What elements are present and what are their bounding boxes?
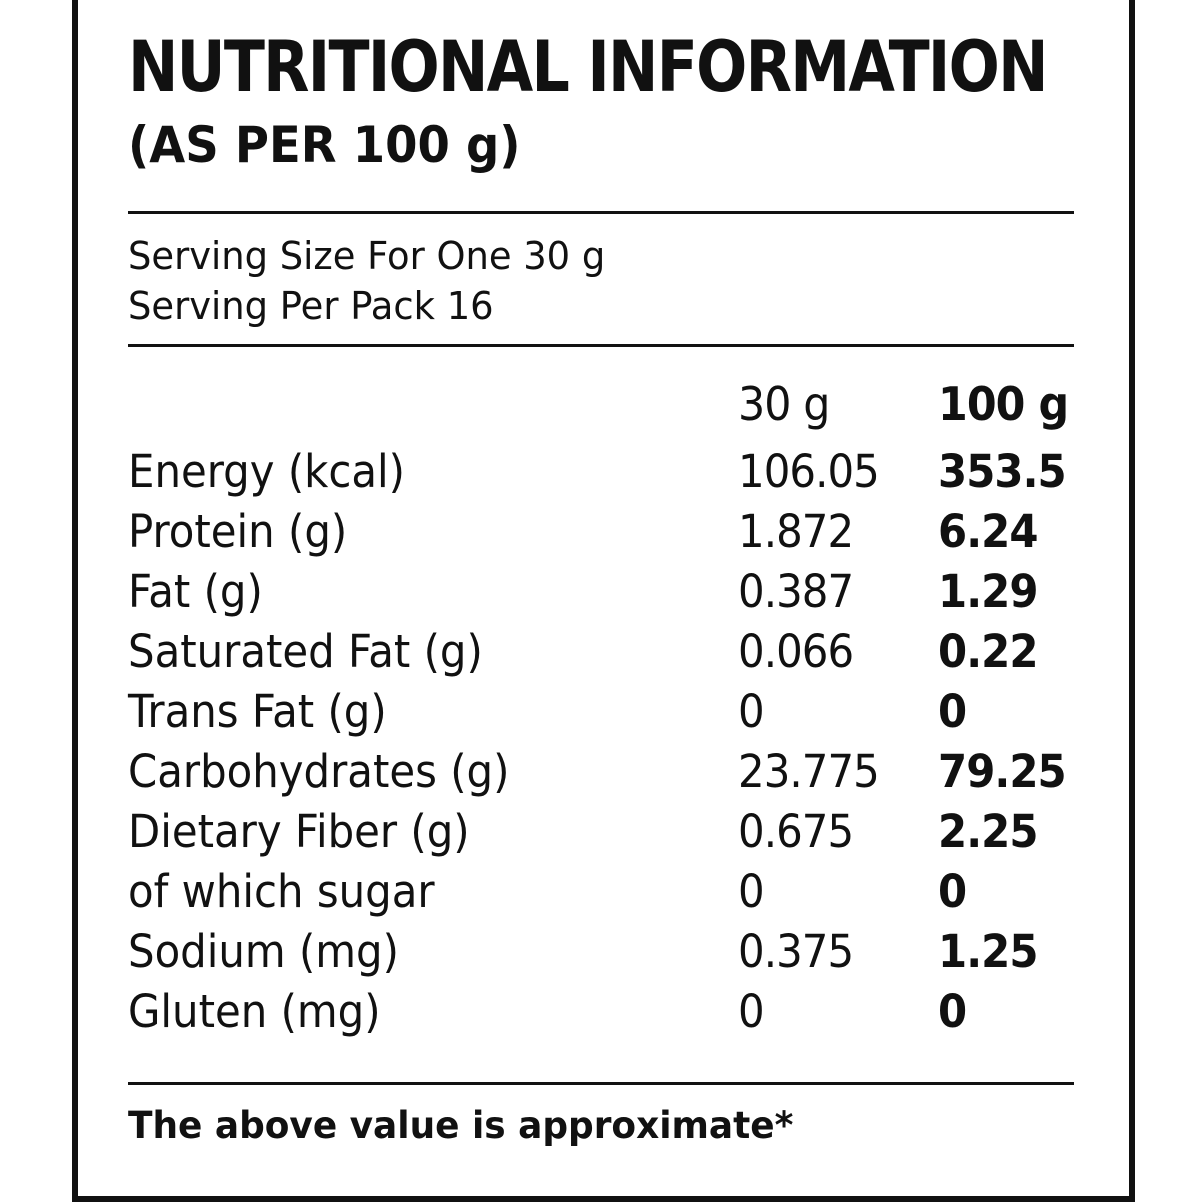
column-header-30g: 30 g <box>738 377 830 431</box>
value-100g: 6.24 <box>938 505 1038 558</box>
value-30g: 0.375 <box>738 925 854 978</box>
nutrient-name: Sodium (mg) <box>128 925 399 978</box>
divider-top <box>128 211 1074 214</box>
value-30g: 0.066 <box>738 625 854 678</box>
table-row: Saturated Fat (g) 0.066 0.22 <box>0 622 1200 682</box>
value-30g: 1.872 <box>738 505 854 558</box>
table-row: Gluten (mg) 0 0 <box>0 982 1200 1042</box>
value-100g: 0.22 <box>938 625 1038 678</box>
table-row: Trans Fat (g) 0 0 <box>0 682 1200 742</box>
nutrient-name: Carbohydrates (g) <box>128 745 510 798</box>
nutrient-name: Trans Fat (g) <box>128 685 387 738</box>
footnote: The above value is approximate* <box>128 1104 794 1147</box>
serving-size: Serving Size For One 30 g <box>128 234 606 278</box>
value-30g: 0 <box>738 865 765 918</box>
nutrition-label-panel <box>72 0 1135 1202</box>
divider-middle <box>128 344 1074 347</box>
column-header-row: 30 g 100 g <box>0 374 1200 434</box>
nutrient-name: of which sugar <box>128 865 435 918</box>
nutrient-name: Saturated Fat (g) <box>128 625 483 678</box>
value-30g: 0 <box>738 985 765 1038</box>
value-100g: 353.5 <box>938 445 1067 498</box>
value-100g: 0 <box>938 865 967 918</box>
table-row: of which sugar 0 0 <box>0 862 1200 922</box>
value-100g: 79.25 <box>938 745 1067 798</box>
label-subtitle: (AS PER 100 g) <box>128 116 521 174</box>
value-30g: 23.775 <box>738 745 880 798</box>
table-row: Dietary Fiber (g) 0.675 2.25 <box>0 802 1200 862</box>
table-row: Sodium (mg) 0.375 1.25 <box>0 922 1200 982</box>
nutrient-name: Fat (g) <box>128 565 263 618</box>
value-100g: 1.25 <box>938 925 1038 978</box>
table-row: Energy (kcal) 106.05 353.5 <box>0 442 1200 502</box>
nutrient-name: Gluten (mg) <box>128 985 381 1038</box>
table-row: Protein (g) 1.872 6.24 <box>0 502 1200 562</box>
nutrient-name: Protein (g) <box>128 505 348 558</box>
value-30g: 0.387 <box>738 565 854 618</box>
value-100g: 0 <box>938 985 967 1038</box>
divider-bottom <box>128 1082 1074 1085</box>
table-row: Fat (g) 0.387 1.29 <box>0 562 1200 622</box>
value-100g: 2.25 <box>938 805 1038 858</box>
column-header-100g: 100 g <box>938 377 1069 431</box>
value-100g: 1.29 <box>938 565 1038 618</box>
table-row: Carbohydrates (g) 23.775 79.25 <box>0 742 1200 802</box>
value-30g: 0.675 <box>738 805 854 858</box>
value-30g: 106.05 <box>738 445 880 498</box>
value-100g: 0 <box>938 685 967 738</box>
nutrient-name: Energy (kcal) <box>128 445 405 498</box>
label-title: NUTRITIONAL INFORMATION <box>128 26 1048 108</box>
nutrient-name: Dietary Fiber (g) <box>128 805 470 858</box>
serving-per-pack: Serving Per Pack 16 <box>128 284 494 328</box>
value-30g: 0 <box>738 685 765 738</box>
